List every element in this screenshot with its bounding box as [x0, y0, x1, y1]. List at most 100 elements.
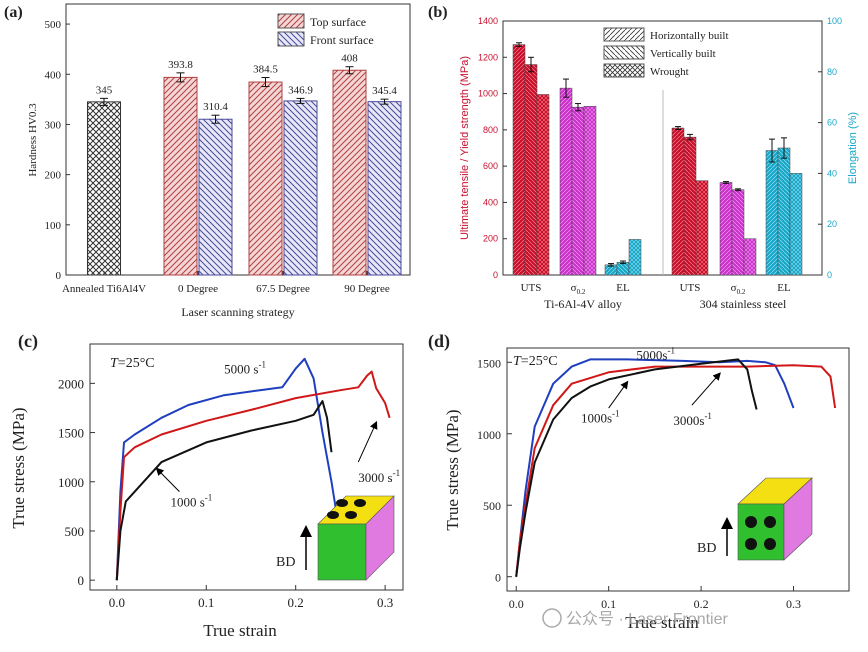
- bar: [628, 239, 642, 276]
- panel-a-plot-frame: [65, 3, 411, 276]
- y-tick-label: 1000: [477, 428, 501, 442]
- y-tick-label-left: 800: [483, 125, 498, 135]
- bar: [524, 64, 538, 276]
- bar: [695, 180, 709, 276]
- inset-specimen-hole: [327, 511, 339, 519]
- y-tick-label: 500: [65, 524, 85, 539]
- data-label: 310.4: [203, 101, 228, 113]
- bar: [536, 94, 550, 276]
- x-tick-label: 0.0: [509, 597, 524, 611]
- x-tick-label: Annealed Ti6Al4V: [62, 283, 146, 295]
- y-tick-label: 1500: [58, 426, 84, 441]
- panel-b-tensile-chart: (b) 0 200 400 600 800 1000 1200 1400 0 20 40 60 80 1…: [428, 4, 859, 311]
- y-tick-label-left: 0: [493, 270, 498, 280]
- panel-c-plot-frame: [89, 343, 404, 591]
- data-label: 408: [341, 53, 358, 65]
- y-tick-label: 0: [495, 571, 501, 585]
- inset-specimen-hole: [764, 538, 776, 550]
- y-tick-label-left: 400: [483, 197, 498, 207]
- curve-5000-s-1: [515, 358, 795, 577]
- bar: [571, 106, 585, 276]
- y-tick-label-left: 1400: [478, 16, 498, 26]
- label-leader-arrow-icon: [357, 420, 378, 463]
- legend-label-top-surface: Top surface: [310, 15, 366, 29]
- inset-specimen-hole: [336, 499, 348, 507]
- legend-label-horizontal: Horizontally built: [650, 30, 729, 42]
- x-tick-label: UTS: [680, 282, 701, 294]
- watermark-text: 公众号 · Laser Frontier: [566, 610, 728, 628]
- panel-d-x-axis-title: True strain: [625, 613, 699, 632]
- y-tick-label-left: 200: [483, 234, 498, 244]
- panel-d-y-axis: 0 500 1000 1500: [477, 356, 512, 585]
- panel-c-label: (c): [18, 331, 38, 352]
- curve-label: 5000 s-1: [224, 360, 266, 377]
- legend-swatch-wrought: [603, 63, 645, 78]
- y-tick-label-right: 40: [827, 168, 837, 178]
- panel-b-right-axis: 0 20 40 60 80 100: [818, 16, 842, 280]
- panel-d-y-axis-title: True stress (MPa): [443, 409, 462, 530]
- y-tick-label-left: 1200: [478, 52, 498, 62]
- y-tick-label: 500: [483, 499, 501, 513]
- inset-cube-front-face: [737, 503, 785, 561]
- panel-c-curves: [115, 357, 391, 581]
- panel-c-y-axis: 0 500 1000 1500 2000: [58, 376, 95, 588]
- y-tick-label-right: 100: [827, 16, 842, 26]
- x-tick-label: 67.5 Degree: [256, 283, 310, 295]
- y-tick-label: 2000: [58, 376, 84, 391]
- wechat-icon: [542, 608, 562, 628]
- bar: [789, 173, 803, 276]
- bar: [731, 189, 745, 276]
- legend-label-front-surface: Front surface: [310, 33, 374, 47]
- bar: [559, 87, 573, 276]
- legend-swatch-top-surface: [277, 13, 305, 29]
- y-tick-label-left: 1000: [478, 89, 498, 99]
- y-tick-label: 400: [45, 69, 62, 81]
- legend-label-vertical: Vertically built: [650, 48, 716, 60]
- inset-specimen-hole: [354, 499, 366, 507]
- y-tick-label: 0: [56, 270, 62, 282]
- y-tick-label: 1000: [58, 475, 84, 490]
- data-label: 384.5: [253, 64, 278, 76]
- panel-d-sample-inset: BD: [697, 477, 813, 561]
- watermark: 公众号 · Laser Frontier: [542, 608, 728, 628]
- y-tick-label-right: 20: [827, 219, 837, 229]
- panel-c-stress-strain-chart: (c) 0 500 1000 1500 2000 0.0 0.1 0.2 0.3 5000 s…: [9, 331, 404, 640]
- label-leader-arrow-icon: [691, 372, 721, 406]
- x-tick-label: EL: [616, 282, 630, 294]
- panel-a-label: (a): [4, 4, 23, 21]
- x-tick-label: 90 Degree: [344, 283, 390, 295]
- x-tick-label: 0.2: [288, 595, 304, 610]
- panel-c-curve-labels: 5000 s-1 3000 s-1 1000 s-1: [155, 360, 400, 509]
- x-tick-label: 0 Degree: [178, 283, 218, 295]
- panel-d-plot-frame: [506, 347, 850, 592]
- data-label: 345: [96, 84, 113, 96]
- x-tick-label: 0.3: [786, 597, 801, 611]
- legend-label-wrought: Wrought: [650, 66, 689, 78]
- y-tick-label: 1500: [477, 356, 501, 370]
- y-tick-label-right: 60: [827, 118, 837, 128]
- legend-swatch-horizontal: [603, 27, 645, 42]
- panel-c-sample-inset: BD: [276, 495, 395, 581]
- bar: [87, 101, 121, 276]
- inset-specimen-hole: [745, 516, 757, 528]
- curve-label: 1000s-1: [581, 408, 620, 425]
- inset-cube-front-face: [317, 523, 367, 581]
- panel-b-bars: [512, 42, 803, 276]
- inset-specimen-hole: [764, 516, 776, 528]
- data-label: 346.9: [288, 84, 313, 96]
- panel-b-label: (b): [428, 4, 448, 21]
- bar: [248, 81, 283, 276]
- label-leader-arrow-icon: [155, 467, 180, 492]
- panel-a-y-axis: 0 100 200 300 400 500: [45, 19, 70, 282]
- bar: [512, 44, 526, 276]
- panel-b-left-axis: 0 200 400 600 800 1000 1200 1400: [478, 16, 507, 280]
- bar: [671, 127, 685, 276]
- legend-swatch-front-surface: [277, 31, 305, 47]
- panel-a-bars: 345 393.8 310.4 384.5 346.9 408 345.4: [87, 53, 402, 276]
- y-tick-label: 200: [45, 170, 62, 182]
- y-tick-label: 0: [78, 573, 85, 588]
- panel-a-y-axis-title: Hardness HV0.3: [27, 103, 39, 177]
- panel-b-right-axis-title: Elongation (%): [847, 112, 859, 184]
